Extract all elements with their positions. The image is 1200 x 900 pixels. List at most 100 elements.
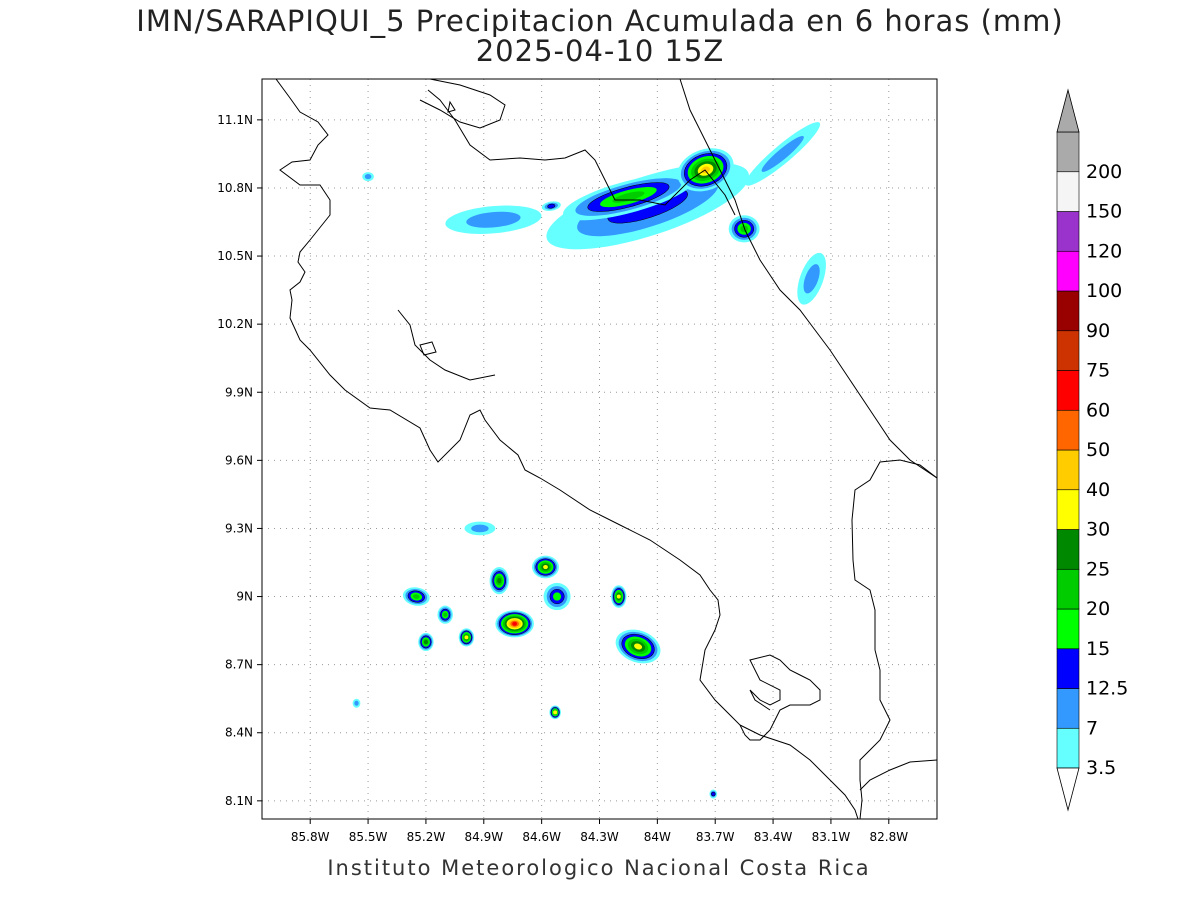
legend-label: 7 xyxy=(1086,717,1098,739)
coastline-nicoya-gulf xyxy=(397,309,496,381)
legend-swatch xyxy=(1056,449,1080,491)
precip-contour xyxy=(543,565,548,570)
lat-tick-label: 10.5N xyxy=(217,249,253,263)
legend-label: 150 xyxy=(1086,201,1122,223)
chart-title: IMN/SARAPIQUI_5 Precipitacion Acumulada … xyxy=(136,4,1064,38)
legend-label: 90 xyxy=(1086,320,1110,342)
precip-cell xyxy=(495,610,534,638)
precip-contour xyxy=(552,592,562,601)
lon-tick-label: 83.7W xyxy=(696,830,735,844)
precip-cell xyxy=(709,789,718,799)
legend-swatch xyxy=(1056,727,1080,769)
precip-contour xyxy=(803,264,820,294)
chart-datetime: 2025-04-10 15Z xyxy=(475,34,725,68)
precip-cell xyxy=(352,698,361,708)
precip-cell xyxy=(437,605,453,624)
border-nicaragua xyxy=(427,89,736,216)
legend-below-triangle xyxy=(1056,767,1080,812)
legend-label: 40 xyxy=(1086,479,1110,501)
precip-contour xyxy=(634,643,643,650)
legend-label: 75 xyxy=(1086,360,1110,382)
precip-cell xyxy=(458,628,475,647)
axis-ticks: 85.8W 85.5W 85.2W 84.9W 84.6W 84.3W 84W 83.7W 83… xyxy=(217,113,908,844)
legend-swatch xyxy=(1056,370,1080,411)
precip-contour xyxy=(364,174,372,180)
legend-swatch xyxy=(1056,250,1080,292)
precip-contour xyxy=(761,135,804,172)
precip-contour xyxy=(413,594,420,599)
legend-swatch xyxy=(1056,131,1080,173)
lon-tick-label: 84.3W xyxy=(580,830,619,844)
precip-contour xyxy=(616,594,621,599)
legend-label: 100 xyxy=(1086,280,1122,302)
precip-contour xyxy=(497,577,502,584)
precip-cell xyxy=(362,172,374,182)
lat-tick-label: 9.6N xyxy=(225,453,253,467)
precip-cell xyxy=(797,252,826,305)
legend-swatch xyxy=(1056,608,1080,650)
credit-text: Instituto Meteorologico Nacional Costa R… xyxy=(327,856,871,880)
lat-tick-label: 9.3N xyxy=(225,521,253,535)
precip-cell xyxy=(541,201,561,211)
precip-cell xyxy=(677,148,734,192)
lon-tick-label: 84.6W xyxy=(522,830,561,844)
lon-tick-label: 85.2W xyxy=(407,830,446,844)
lat-tick-label: 10.2N xyxy=(217,317,253,331)
lon-tick-label: 82.8W xyxy=(869,830,908,844)
lat-tick-label: 8.7N xyxy=(225,658,253,672)
legend-above-triangle xyxy=(1056,88,1080,133)
legend-label: 120 xyxy=(1086,240,1122,262)
legend-swatch xyxy=(1056,171,1080,212)
color-legend: 3.5 7 12.5 15 20 25 30 40 50 60 75 90 100 120 150 200 xyxy=(1056,88,1128,812)
lat-tick-label: 11.1N xyxy=(217,113,253,127)
legend-label: 25 xyxy=(1086,558,1110,580)
lon-tick-label: 85.8W xyxy=(291,830,330,844)
coastline-borders xyxy=(275,79,937,819)
precip-contour xyxy=(466,211,521,228)
legend-swatch xyxy=(1056,568,1080,610)
precip-contour xyxy=(471,524,489,533)
legend-label: 15 xyxy=(1086,638,1110,660)
lon-tick-label: 83.4W xyxy=(754,830,793,844)
coastline-caribbean xyxy=(679,79,937,479)
precip-cell xyxy=(418,632,434,652)
precip-cell xyxy=(464,521,496,536)
legend-swatch xyxy=(1056,211,1080,252)
precip-contour xyxy=(354,700,359,706)
lon-tick-label: 84.9W xyxy=(464,830,503,844)
coastline-osa xyxy=(739,724,859,819)
precip-cell xyxy=(402,587,430,606)
legend-label: 3.5 xyxy=(1086,757,1116,779)
precip-cell xyxy=(549,705,561,720)
precip-contour xyxy=(464,635,469,640)
legend-label: 20 xyxy=(1086,598,1110,620)
precip-cell xyxy=(745,122,821,186)
lake-nicaragua xyxy=(419,79,506,129)
precip-contour xyxy=(553,710,558,715)
precip-cell xyxy=(489,567,509,595)
legend-label: 30 xyxy=(1086,519,1110,541)
lat-tick-label: 8.4N xyxy=(225,726,253,740)
precip-contour xyxy=(711,791,716,797)
coastline-nicaragua xyxy=(275,79,821,741)
legend-swatch xyxy=(1056,330,1080,371)
precip-cell xyxy=(532,555,559,579)
precip-cell xyxy=(611,585,627,608)
lon-tick-label: 84W xyxy=(644,830,671,844)
precip-contour xyxy=(547,203,556,209)
legend-swatch xyxy=(1056,409,1080,451)
lat-tick-label: 9.9N xyxy=(225,385,253,399)
lat-tick-label: 9N xyxy=(236,590,253,604)
legend-label: 200 xyxy=(1086,161,1122,183)
legend-swatch xyxy=(1056,648,1080,689)
legend-label: 50 xyxy=(1086,439,1110,461)
border-panama xyxy=(851,459,937,819)
lon-tick-label: 83.1W xyxy=(812,830,851,844)
legend-swatch xyxy=(1056,688,1080,729)
precip-contour xyxy=(443,612,448,617)
island-lake xyxy=(447,100,456,113)
legend-swatch xyxy=(1056,290,1080,332)
coastline-panama-south xyxy=(859,759,937,791)
lon-tick-label: 85.5W xyxy=(349,830,388,844)
